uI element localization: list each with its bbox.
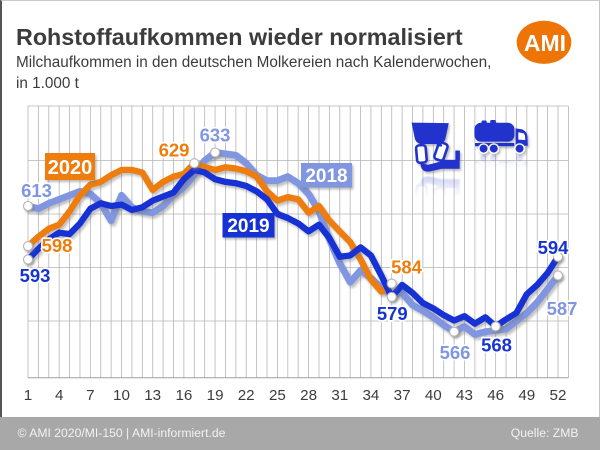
svg-text:46: 46 bbox=[487, 387, 504, 404]
svg-text:22: 22 bbox=[238, 387, 255, 404]
svg-text:31: 31 bbox=[331, 387, 348, 404]
svg-text:37: 37 bbox=[394, 387, 411, 404]
svg-text:13: 13 bbox=[144, 387, 161, 404]
svg-text:587: 587 bbox=[547, 298, 578, 319]
svg-text:579: 579 bbox=[377, 303, 408, 324]
svg-text:633: 633 bbox=[200, 124, 231, 145]
svg-text:598: 598 bbox=[42, 235, 73, 256]
svg-text:43: 43 bbox=[456, 387, 473, 404]
svg-text:28: 28 bbox=[300, 387, 317, 404]
svg-text:629: 629 bbox=[159, 140, 190, 161]
svg-text:613: 613 bbox=[21, 180, 52, 201]
svg-text:10: 10 bbox=[113, 387, 130, 404]
svg-text:AMI: AMI bbox=[524, 30, 566, 56]
svg-text:594: 594 bbox=[538, 237, 570, 258]
svg-text:584: 584 bbox=[391, 257, 423, 278]
svg-text:52: 52 bbox=[550, 387, 567, 404]
svg-text:2020: 2020 bbox=[48, 157, 93, 179]
svg-text:49: 49 bbox=[518, 387, 535, 404]
svg-text:7: 7 bbox=[86, 387, 94, 404]
svg-text:25: 25 bbox=[269, 387, 286, 404]
svg-text:566: 566 bbox=[440, 342, 471, 363]
svg-text:1: 1 bbox=[24, 387, 32, 404]
svg-text:568: 568 bbox=[481, 335, 512, 356]
svg-text:2018: 2018 bbox=[305, 166, 347, 187]
svg-text:4: 4 bbox=[55, 387, 63, 404]
svg-text:40: 40 bbox=[425, 387, 442, 404]
svg-text:34: 34 bbox=[362, 387, 379, 404]
svg-text:2019: 2019 bbox=[227, 216, 269, 237]
svg-text:593: 593 bbox=[20, 265, 51, 286]
svg-text:19: 19 bbox=[207, 387, 224, 404]
svg-text:16: 16 bbox=[175, 387, 192, 404]
